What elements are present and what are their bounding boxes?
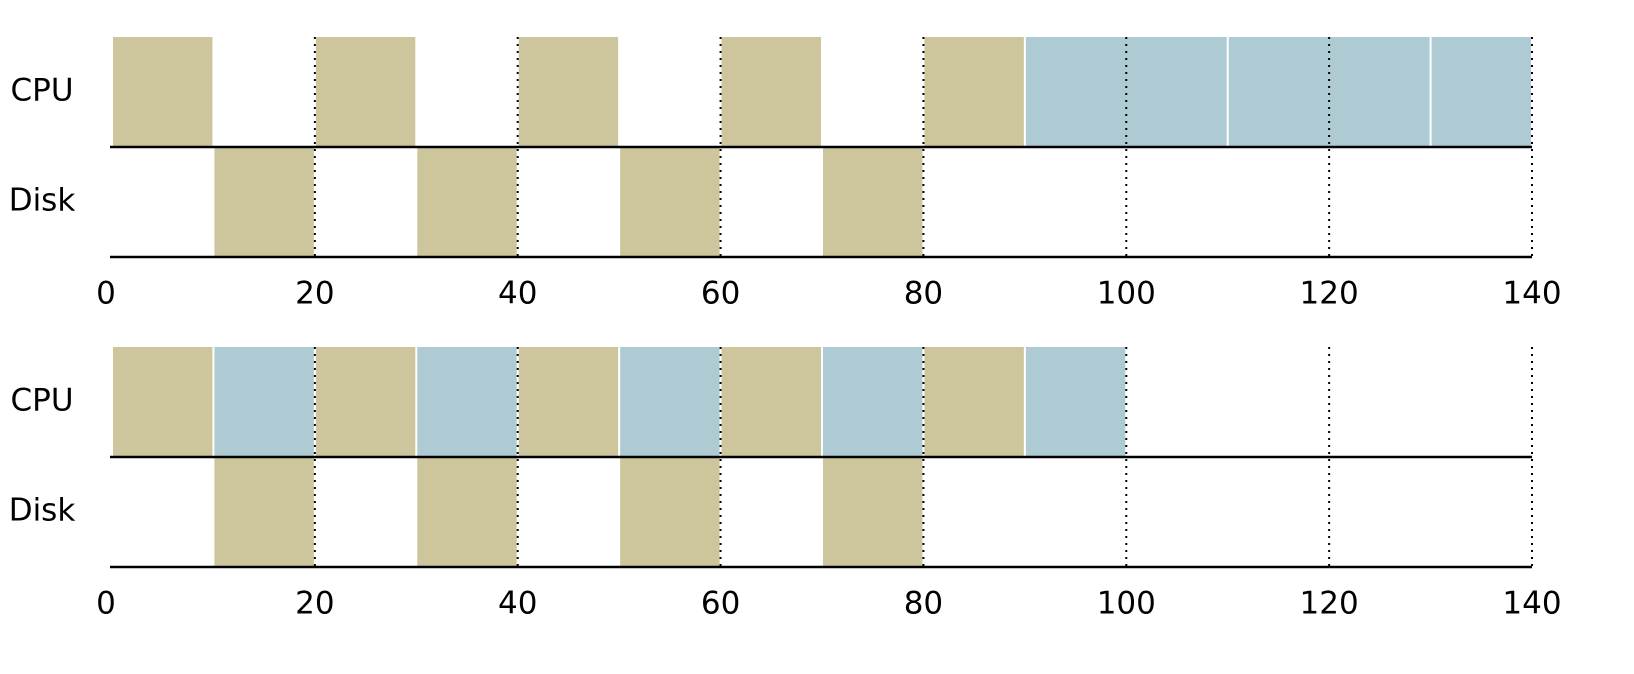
task-bar <box>620 457 720 567</box>
task-bar <box>721 37 821 147</box>
task-bar <box>1228 37 1430 147</box>
task-bar <box>721 347 821 457</box>
x-tick-label: 0 <box>96 276 116 312</box>
task-bar <box>113 347 213 457</box>
x-tick-label: 60 <box>701 276 740 312</box>
task-bar <box>417 347 517 457</box>
x-tick-label: 120 <box>1300 586 1359 622</box>
task-bar <box>1025 37 1227 147</box>
x-tick-label: 100 <box>1097 586 1156 622</box>
task-bar <box>417 147 517 257</box>
task-bar <box>823 147 923 257</box>
task-bar <box>113 37 213 147</box>
x-tick-label: 40 <box>498 586 537 622</box>
task-bar <box>1025 347 1126 457</box>
task-bar <box>417 457 517 567</box>
x-tick-label: 80 <box>904 276 943 312</box>
task-bar <box>518 347 619 457</box>
task-bar <box>214 347 314 457</box>
x-tick-label: 140 <box>1502 586 1561 622</box>
row-label: Disk <box>9 183 76 219</box>
task-bar <box>620 347 720 457</box>
task-bar <box>924 37 1024 147</box>
task-bar <box>823 457 923 567</box>
task-bar <box>620 147 720 257</box>
row-label: Disk <box>9 493 76 529</box>
task-bar <box>518 37 619 147</box>
task-bar <box>924 347 1024 457</box>
x-tick-label: 0 <box>96 586 116 622</box>
x-tick-label: 40 <box>498 276 537 312</box>
row-label: CPU <box>10 383 73 419</box>
task-bar <box>315 347 416 457</box>
x-tick-label: 80 <box>904 586 943 622</box>
x-tick-label: 20 <box>295 276 334 312</box>
task-bar <box>315 37 416 147</box>
x-tick-label: 120 <box>1300 276 1359 312</box>
task-bar <box>214 147 314 257</box>
task-bar <box>823 347 923 457</box>
task-bar <box>214 457 314 567</box>
x-tick-label: 100 <box>1097 276 1156 312</box>
x-tick-label: 20 <box>295 586 334 622</box>
row-label: CPU <box>10 73 73 109</box>
x-tick-label: 140 <box>1502 276 1561 312</box>
x-tick-label: 60 <box>701 586 740 622</box>
task-bar <box>1431 37 1531 147</box>
